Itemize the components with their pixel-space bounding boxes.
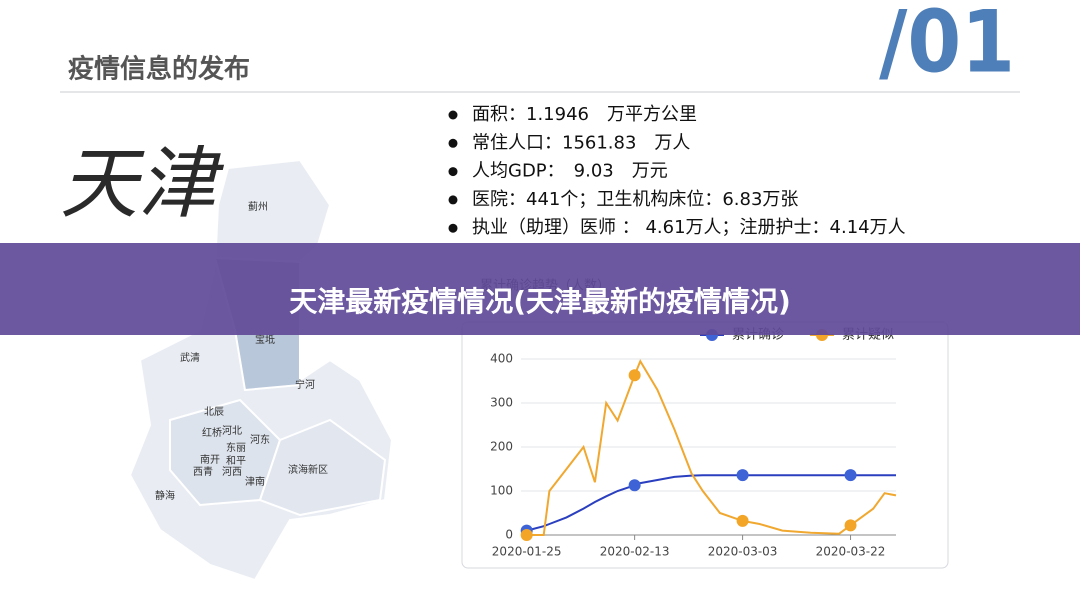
map-labels: 蓟州 宝坻 武清 宁河 北辰 红桥 河北 河东 南开 东丽 西青 和平 河西 津… — [155, 200, 328, 502]
banner — [0, 243, 1080, 335]
map-label: 西青 — [193, 465, 213, 478]
x-tick-label: 2020-03-22 — [816, 545, 886, 559]
map-label: 宁河 — [295, 378, 315, 391]
point-marker — [628, 369, 641, 382]
bullet-text: 医院：441个；卫生机构床位：6.83万张 — [472, 189, 798, 210]
map-label: 南开 — [200, 453, 220, 466]
point-marker — [736, 514, 749, 527]
calligraphy: 天津 — [60, 140, 225, 230]
bullet-text: 执业（助理）医师 ： 4.61万人；注册护士：4.14万人 — [472, 217, 906, 238]
map-label: 滨海新区 — [288, 463, 328, 476]
series-line — [526, 358, 897, 536]
bullet-text: 人均GDP： 9.03 万元 — [472, 161, 668, 182]
map-label: 东丽 — [226, 441, 246, 454]
bullet-text: 面积：1.1946 万平方公里 — [472, 104, 697, 125]
y-tick-label: 100 — [490, 484, 513, 498]
point-marker — [844, 469, 857, 482]
x-tick-label: 2020-02-13 — [600, 545, 670, 559]
banner-text: 天津最新疫情情况(天津最新的疫情情况) — [289, 285, 791, 318]
header-title: 疫情信息的发布 — [68, 54, 250, 85]
point-marker — [736, 469, 749, 482]
map-label: 河北 — [222, 425, 242, 437]
bullet-dot — [448, 167, 458, 177]
x-tick-label: 2020-01-25 — [492, 545, 562, 559]
point-marker — [628, 479, 641, 492]
y-tick-label: 200 — [490, 440, 513, 454]
map-label: 静海 — [155, 489, 175, 502]
y-tick-label: 0 — [505, 528, 513, 542]
point-marker — [520, 529, 533, 541]
series-line — [526, 474, 896, 532]
bullet-dot — [448, 138, 458, 148]
map-label: 河东 — [250, 433, 270, 446]
map-district — [258, 418, 387, 517]
y-tick-label: 300 — [490, 396, 513, 410]
section-number: /01 — [879, 0, 1015, 92]
bullet-dot — [448, 110, 458, 120]
map-label: 津南 — [245, 475, 265, 488]
map-label: 宝坻 — [255, 333, 275, 346]
y-tick-label: 400 — [490, 352, 513, 366]
map-label: 武清 — [180, 351, 200, 364]
map-label: 北辰 — [204, 406, 224, 418]
map-label: 和平 — [226, 455, 246, 467]
map-label: 蓟州 — [248, 200, 268, 213]
map-label: 河西 — [222, 466, 242, 478]
bullet-dot — [448, 223, 458, 233]
x-tick-label: 2020-03-03 — [708, 545, 778, 559]
map-label: 红桥 — [202, 426, 222, 439]
bullet-dot — [448, 195, 458, 205]
bullet-text: 常住人口：1561.83 万人 — [472, 132, 690, 153]
point-marker — [844, 519, 857, 532]
